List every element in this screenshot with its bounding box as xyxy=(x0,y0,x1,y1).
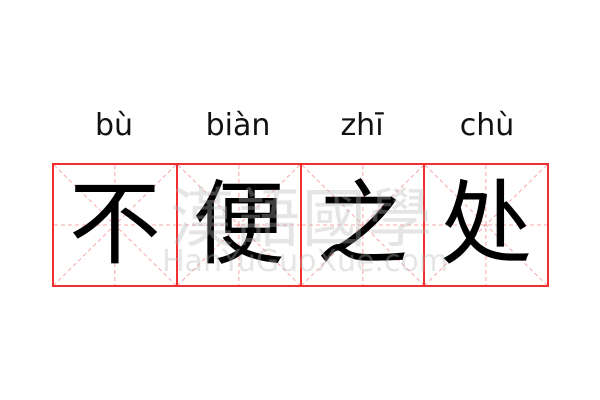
character-grid: 不 便 之 处 xyxy=(52,163,549,287)
character-cell: 便 xyxy=(178,165,302,285)
guide-lines xyxy=(54,165,176,285)
character-cell: 之 xyxy=(302,165,426,285)
guide-lines xyxy=(178,165,300,285)
pinyin-4: chù xyxy=(459,108,515,143)
character-2: 便 xyxy=(192,171,285,278)
pinyin-1: bù xyxy=(94,108,134,143)
character-1: 不 xyxy=(68,171,161,278)
guide-lines xyxy=(302,165,424,285)
character-3: 之 xyxy=(316,171,409,278)
character-cell: 处 xyxy=(425,165,547,285)
character-4: 处 xyxy=(440,171,533,278)
guide-lines xyxy=(425,165,547,285)
character-cell: 不 xyxy=(54,165,178,285)
pinyin-2: biàn xyxy=(205,108,271,143)
pinyin-3: zhī xyxy=(340,108,384,143)
